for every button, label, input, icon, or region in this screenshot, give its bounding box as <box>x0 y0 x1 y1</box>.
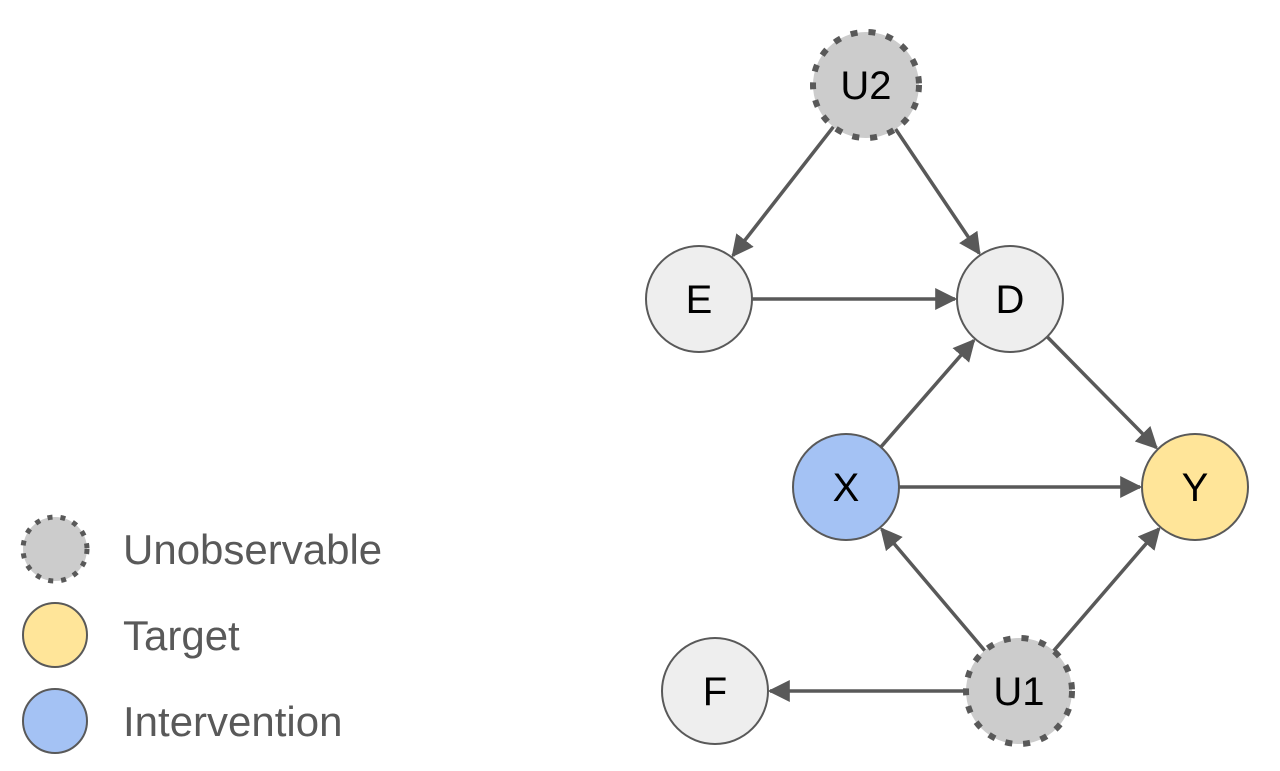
edge-u2-to-d <box>894 127 981 256</box>
legend-swatch-unobservable <box>20 514 90 584</box>
node-u2-label: U2 <box>840 64 891 108</box>
legend-item-unobservable: Unobservable <box>20 514 382 584</box>
nodes-layer: U2 E D X Y F U1 <box>645 29 1249 747</box>
node-x-label: X <box>833 466 860 510</box>
legend-label-unobservable: Unobservable <box>123 526 382 573</box>
node-x-circle <box>792 433 900 541</box>
node-y: Y <box>1141 433 1249 541</box>
node-e: E <box>645 245 753 353</box>
legend-label-target: Target <box>123 612 240 659</box>
edge-u2-to-e <box>731 125 835 258</box>
node-e-circle <box>645 245 753 353</box>
node-u2-circle <box>810 29 922 141</box>
edge-d-to-y <box>1045 335 1158 450</box>
node-y-circle <box>1141 433 1249 541</box>
node-e-label: E <box>686 278 713 322</box>
legend-item-target: Target <box>22 602 240 668</box>
node-f: F <box>661 637 769 745</box>
edge-u1-to-x <box>880 527 987 652</box>
edge-u1-to-y <box>1052 526 1161 653</box>
legend-swatch-target <box>22 602 88 668</box>
legend-item-intervention: Intervention <box>22 688 342 754</box>
node-f-circle <box>661 637 769 745</box>
node-x: X <box>792 433 900 541</box>
edges-layer <box>731 125 1161 702</box>
node-d: D <box>956 245 1064 353</box>
node-u1-circle <box>963 635 1075 747</box>
node-u2: U2 <box>810 29 922 141</box>
legend-label-intervention: Intervention <box>123 698 342 745</box>
node-d-label: D <box>996 278 1025 322</box>
node-y-label: Y <box>1182 466 1209 510</box>
legend-swatch-intervention <box>22 688 88 754</box>
node-u1-label: U1 <box>993 670 1044 714</box>
node-u1: U1 <box>963 635 1075 747</box>
node-f-label: F <box>703 670 727 714</box>
edge-x-to-d <box>879 338 976 449</box>
legend: Unobservable Target Intervention <box>20 514 382 754</box>
node-d-circle <box>956 245 1064 353</box>
